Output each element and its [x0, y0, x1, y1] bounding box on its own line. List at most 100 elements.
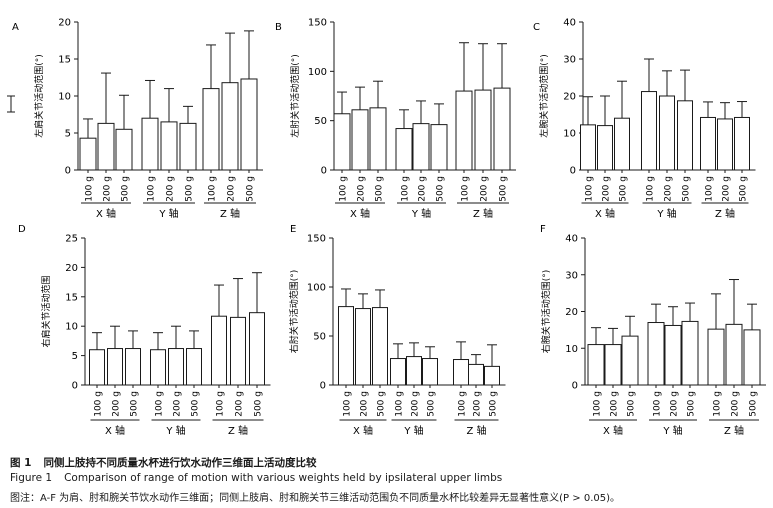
x-tick-label: 100 g [343, 391, 353, 417]
x-tick-label: 100 g [395, 391, 405, 417]
bar [115, 128, 133, 171]
x-tick-label: 200 g [722, 176, 732, 202]
x-tick-label: 200 g [731, 391, 741, 417]
bar [604, 344, 622, 386]
bar [395, 128, 413, 171]
bar [614, 117, 630, 171]
bar [179, 122, 197, 171]
y-axis-title: 右肘关节活动范围(°) [288, 270, 300, 354]
x-tick-label: 200 g [112, 391, 122, 417]
y-tick-label: 25 [65, 234, 78, 245]
bar [125, 348, 141, 386]
group-label: X 轴 [353, 424, 373, 437]
y-tick-label: 10 [565, 344, 578, 355]
panel-letter: F [540, 224, 546, 235]
x-tick-label: 500 g [191, 391, 201, 417]
y-tick-label: 30 [563, 55, 576, 66]
caption-label-en: Figure 1 [10, 472, 53, 484]
y-tick-label: 5 [65, 129, 71, 140]
x-tick-label: 500 g [377, 391, 387, 417]
x-tick-label: 200 g [664, 176, 674, 202]
x-tick-label: 100 g [458, 391, 468, 417]
x-tick-label: 500 g [489, 391, 499, 417]
x-tick-label: 500 g [427, 391, 437, 417]
bar [468, 363, 484, 386]
bar [677, 100, 693, 171]
x-tick-label: 100 g [705, 176, 715, 202]
bar [493, 87, 511, 171]
bar [240, 78, 258, 171]
bar [89, 349, 105, 386]
x-tick-label: 100 g [147, 176, 157, 202]
bar [422, 358, 438, 386]
bar [186, 348, 202, 386]
group-label: Y 轴 [158, 207, 178, 220]
group-label: Z 轴 [473, 207, 493, 220]
bar [430, 124, 448, 171]
bar [621, 335, 639, 386]
x-tick-label: 100 g [208, 176, 218, 202]
bar [97, 122, 115, 171]
x-tick-label: 100 g [85, 176, 95, 202]
x-tick-label: 100 g [401, 176, 411, 202]
y-tick-label: 100 [308, 67, 327, 78]
x-tick-label: 500 g [682, 176, 692, 202]
bar [597, 125, 613, 171]
x-tick-label: 100 g [646, 176, 656, 202]
x-tick-label: 200 g [357, 176, 367, 202]
y-tick-label: 150 [307, 234, 326, 245]
x-tick-label: 500 g [749, 391, 759, 417]
group-label: X 轴 [350, 207, 370, 220]
bar [338, 306, 354, 386]
x-tick-label: 200 g [610, 391, 620, 417]
bar [412, 123, 430, 171]
bar [168, 348, 184, 386]
figure-caption-note: 图注：A-F 为肩、肘和腕关节饮水动作三维面；同侧上肢肩、肘和腕关节三维活动范围… [10, 493, 620, 504]
bar [717, 118, 733, 171]
bar [455, 90, 473, 171]
bar [587, 344, 605, 386]
bar [725, 323, 743, 386]
x-tick-label: 200 g [473, 391, 483, 417]
x-tick-label: 100 g [155, 391, 165, 417]
x-tick-label: 500 g [375, 176, 385, 202]
panel-letter: E [290, 224, 296, 235]
bar [107, 348, 123, 386]
group-label: Y 轴 [165, 424, 185, 437]
bar [202, 88, 220, 171]
bar [664, 324, 682, 386]
bar [249, 312, 265, 386]
x-tick-label: 500 g [739, 176, 749, 202]
y-tick-label: 20 [563, 92, 576, 103]
y-tick-label: 40 [563, 18, 576, 29]
x-tick-label: 100 g [585, 176, 595, 202]
bar [211, 315, 227, 386]
x-tick-label: 100 g [94, 391, 104, 417]
y-tick-label: 0 [570, 166, 576, 177]
x-tick-label: 500 g [619, 176, 629, 202]
panel-letter: C [533, 22, 540, 33]
y-axis-title: 左肩关节活动范围(°) [33, 54, 45, 138]
bar [700, 116, 716, 171]
panel-letter: D [18, 224, 26, 235]
x-tick-label: 200 g [103, 176, 113, 202]
group-label: Y 轴 [411, 207, 431, 220]
y-tick-label: 10 [563, 129, 576, 140]
x-tick-label: 100 g [339, 176, 349, 202]
bar [150, 349, 166, 386]
x-tick-label: 200 g [227, 176, 237, 202]
y-tick-label: 20 [565, 307, 578, 318]
bar [474, 89, 492, 171]
x-tick-label: 500 g [185, 176, 195, 202]
caption-title-en: Comparison of range of motion with vario… [64, 472, 503, 484]
bar [484, 365, 500, 386]
y-axis-title: 右肩关节活动范围 [40, 275, 52, 347]
y-tick-label: 40 [565, 234, 578, 245]
group-label: X 轴 [96, 207, 116, 220]
bar [734, 116, 750, 171]
